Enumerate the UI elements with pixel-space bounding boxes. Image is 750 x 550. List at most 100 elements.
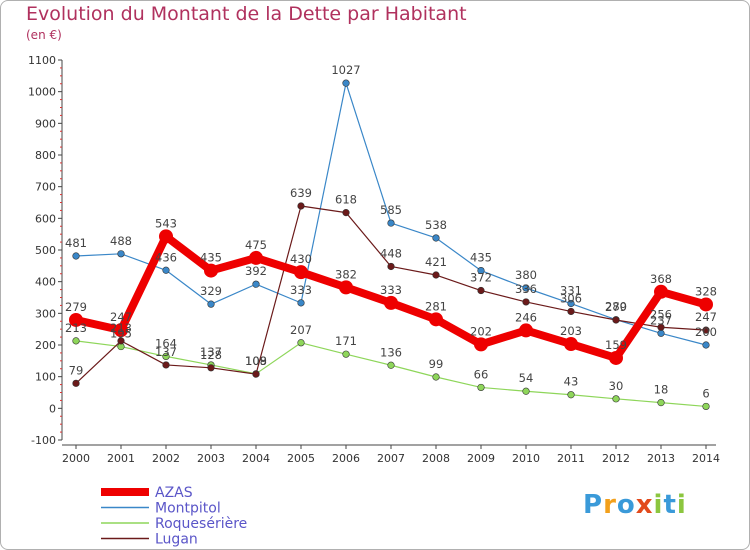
data-label: 18 <box>654 383 669 397</box>
data-label: 430 <box>290 252 312 266</box>
data-point <box>477 286 485 295</box>
data-label: 237 <box>650 313 672 327</box>
data-point <box>432 271 440 279</box>
data-label: 639 <box>290 186 312 200</box>
y-tick-label: 100 <box>35 371 56 384</box>
data-label: 247 <box>110 310 132 324</box>
data-label: 136 <box>380 345 402 359</box>
data-label: 247 <box>695 310 717 324</box>
y-tick-label: 200 <box>35 339 56 352</box>
data-label: 333 <box>380 283 402 297</box>
data-label: 543 <box>155 216 177 230</box>
x-tick-label: 2008 <box>422 452 450 465</box>
data-label: 43 <box>564 375 579 389</box>
y-tick-label: 1100 <box>28 54 56 67</box>
x-tick-label: 2003 <box>197 452 225 465</box>
data-label: 137 <box>155 345 177 359</box>
data-point <box>342 350 350 358</box>
legend-label: Lugan <box>155 532 198 548</box>
data-label: 128 <box>200 348 222 362</box>
data-point <box>657 399 665 407</box>
data-label: 618 <box>335 193 357 207</box>
data-point <box>72 252 80 260</box>
x-tick-label: 2006 <box>332 452 360 465</box>
data-point <box>567 391 575 399</box>
data-label: 256 <box>650 307 672 321</box>
data-point <box>159 229 173 244</box>
unit-label: (en €) <box>26 28 62 42</box>
data-label: 1027 <box>331 63 360 77</box>
data-point <box>702 326 710 334</box>
data-point <box>72 337 80 345</box>
data-label: 108 <box>245 354 267 368</box>
y-tick-label: 900 <box>35 117 56 130</box>
logo-letter: o <box>616 490 636 520</box>
data-label: 368 <box>650 272 672 286</box>
data-point <box>204 263 218 278</box>
data-label: 195 <box>110 327 132 341</box>
data-point <box>117 250 125 258</box>
data-label: 213 <box>110 321 132 335</box>
data-label: 109 <box>245 354 267 368</box>
data-label: 66 <box>474 367 489 381</box>
data-point <box>564 337 578 352</box>
data-label: 279 <box>65 300 87 314</box>
data-point <box>162 266 170 274</box>
data-point <box>654 284 668 299</box>
data-point <box>162 361 170 369</box>
data-point <box>612 316 620 324</box>
data-point <box>249 250 263 265</box>
data-point <box>657 329 665 337</box>
data-label: 328 <box>695 284 717 298</box>
data-point <box>609 350 623 365</box>
data-point <box>387 219 395 227</box>
y-tick-label: 1000 <box>28 86 56 99</box>
y-tick-label: 600 <box>35 212 56 225</box>
data-point <box>429 312 443 327</box>
legend-label: Montpitol <box>155 501 221 517</box>
logo-letter: i <box>653 490 664 520</box>
proxiti-logo: Proxiti <box>583 490 687 520</box>
x-tick-label: 2011 <box>557 452 585 465</box>
data-point <box>339 280 353 295</box>
data-label: 448 <box>380 246 402 260</box>
data-label: 246 <box>515 310 537 324</box>
data-point <box>567 299 575 308</box>
data-label: 159 <box>605 338 627 352</box>
logo-letter: i <box>676 490 687 520</box>
data-point <box>702 341 710 349</box>
x-tick-label: 2004 <box>242 452 270 465</box>
data-label: 306 <box>560 291 582 305</box>
x-tick-label: 2012 <box>602 452 630 465</box>
data-label: 6 <box>702 386 709 400</box>
data-point <box>474 337 488 352</box>
data-label: 475 <box>245 238 267 252</box>
data-label: 538 <box>425 218 447 232</box>
data-point <box>477 266 485 275</box>
data-label: 30 <box>609 379 624 393</box>
data-label: 481 <box>65 236 87 250</box>
data-label: 79 <box>69 363 84 377</box>
x-tick-label: 2001 <box>107 452 135 465</box>
data-label: 392 <box>245 264 267 278</box>
data-point <box>699 297 713 312</box>
data-point <box>342 79 350 87</box>
data-label: 281 <box>425 299 447 313</box>
y-tick-label: 700 <box>35 181 56 194</box>
data-label: 54 <box>519 371 534 385</box>
data-point <box>384 295 398 310</box>
logo-letter: t <box>663 490 677 520</box>
logo-letter: r <box>603 490 617 520</box>
x-tick-label: 2000 <box>62 452 90 465</box>
y-tick-label: 500 <box>35 244 56 257</box>
data-label: 331 <box>560 284 582 298</box>
data-label: 333 <box>290 283 312 297</box>
data-point <box>114 323 128 338</box>
data-label: 203 <box>560 324 582 338</box>
data-point <box>252 280 260 288</box>
chart-title: Evolution du Montant de la Dette par Hab… <box>26 3 467 25</box>
x-tick-label: 2013 <box>647 452 675 465</box>
data-point <box>387 262 395 271</box>
